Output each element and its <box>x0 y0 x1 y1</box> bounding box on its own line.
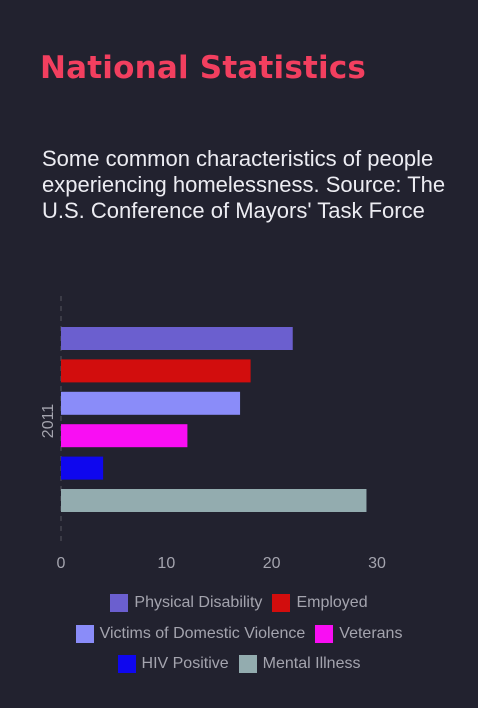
legend-item-hiv-positive[interactable]: HIV Positive <box>117 655 229 674</box>
bar-employed[interactable] <box>61 359 251 383</box>
chart-title: National Statistics <box>40 50 367 86</box>
x-tick-label: 0 <box>57 555 66 572</box>
bar-mental-illness[interactable] <box>61 489 367 512</box>
legend-label: HIV Positive <box>141 655 229 673</box>
x-tick-label: 30 <box>368 555 386 572</box>
legend-label: Victims of Domestic Violence <box>99 624 306 642</box>
legend-row: HIV Positive Mental Illness <box>20 649 458 680</box>
legend-item-employed[interactable]: Employed <box>272 594 368 613</box>
legend-swatch <box>238 655 257 674</box>
legend-swatch <box>110 594 129 613</box>
bar-victims-of-domestic-violence[interactable] <box>61 391 241 415</box>
legend-item-physical-disability[interactable]: Physical Disability <box>110 594 263 613</box>
x-tick-label: 10 <box>157 555 175 572</box>
legend-swatch <box>272 594 291 613</box>
legend-label: Employed <box>296 594 368 612</box>
bars-group <box>61 327 367 512</box>
legend-swatch <box>75 624 94 643</box>
legend-row: Physical Disability Employed <box>20 588 458 619</box>
x-tick-label: 20 <box>263 555 281 572</box>
legend-swatch <box>117 655 136 674</box>
bar-hiv-positive[interactable] <box>61 456 104 480</box>
legend-swatch <box>315 624 334 643</box>
x-tick-labels: 0 10 20 30 <box>57 555 386 572</box>
legend-label: Veterans <box>339 624 403 642</box>
category-label: 2011 <box>40 404 57 439</box>
legend-label: Mental Illness <box>262 655 361 673</box>
chart-description: Some common characteristics of people ex… <box>42 146 446 223</box>
bar-veterans[interactable] <box>61 424 188 448</box>
legend-label: Physical Disability <box>134 594 263 612</box>
bar-physical-disability[interactable] <box>61 327 293 350</box>
legend-item-victims-of-domestic-violence[interactable]: Victims of Domestic Violence <box>75 624 306 643</box>
legend: Physical Disability Employed Victims of … <box>20 588 458 680</box>
legend-item-mental-illness[interactable]: Mental Illness <box>238 655 361 674</box>
legend-row: Victims of Domestic Violence Veterans <box>20 619 458 650</box>
legend-item-veterans[interactable]: Veterans <box>315 624 403 643</box>
